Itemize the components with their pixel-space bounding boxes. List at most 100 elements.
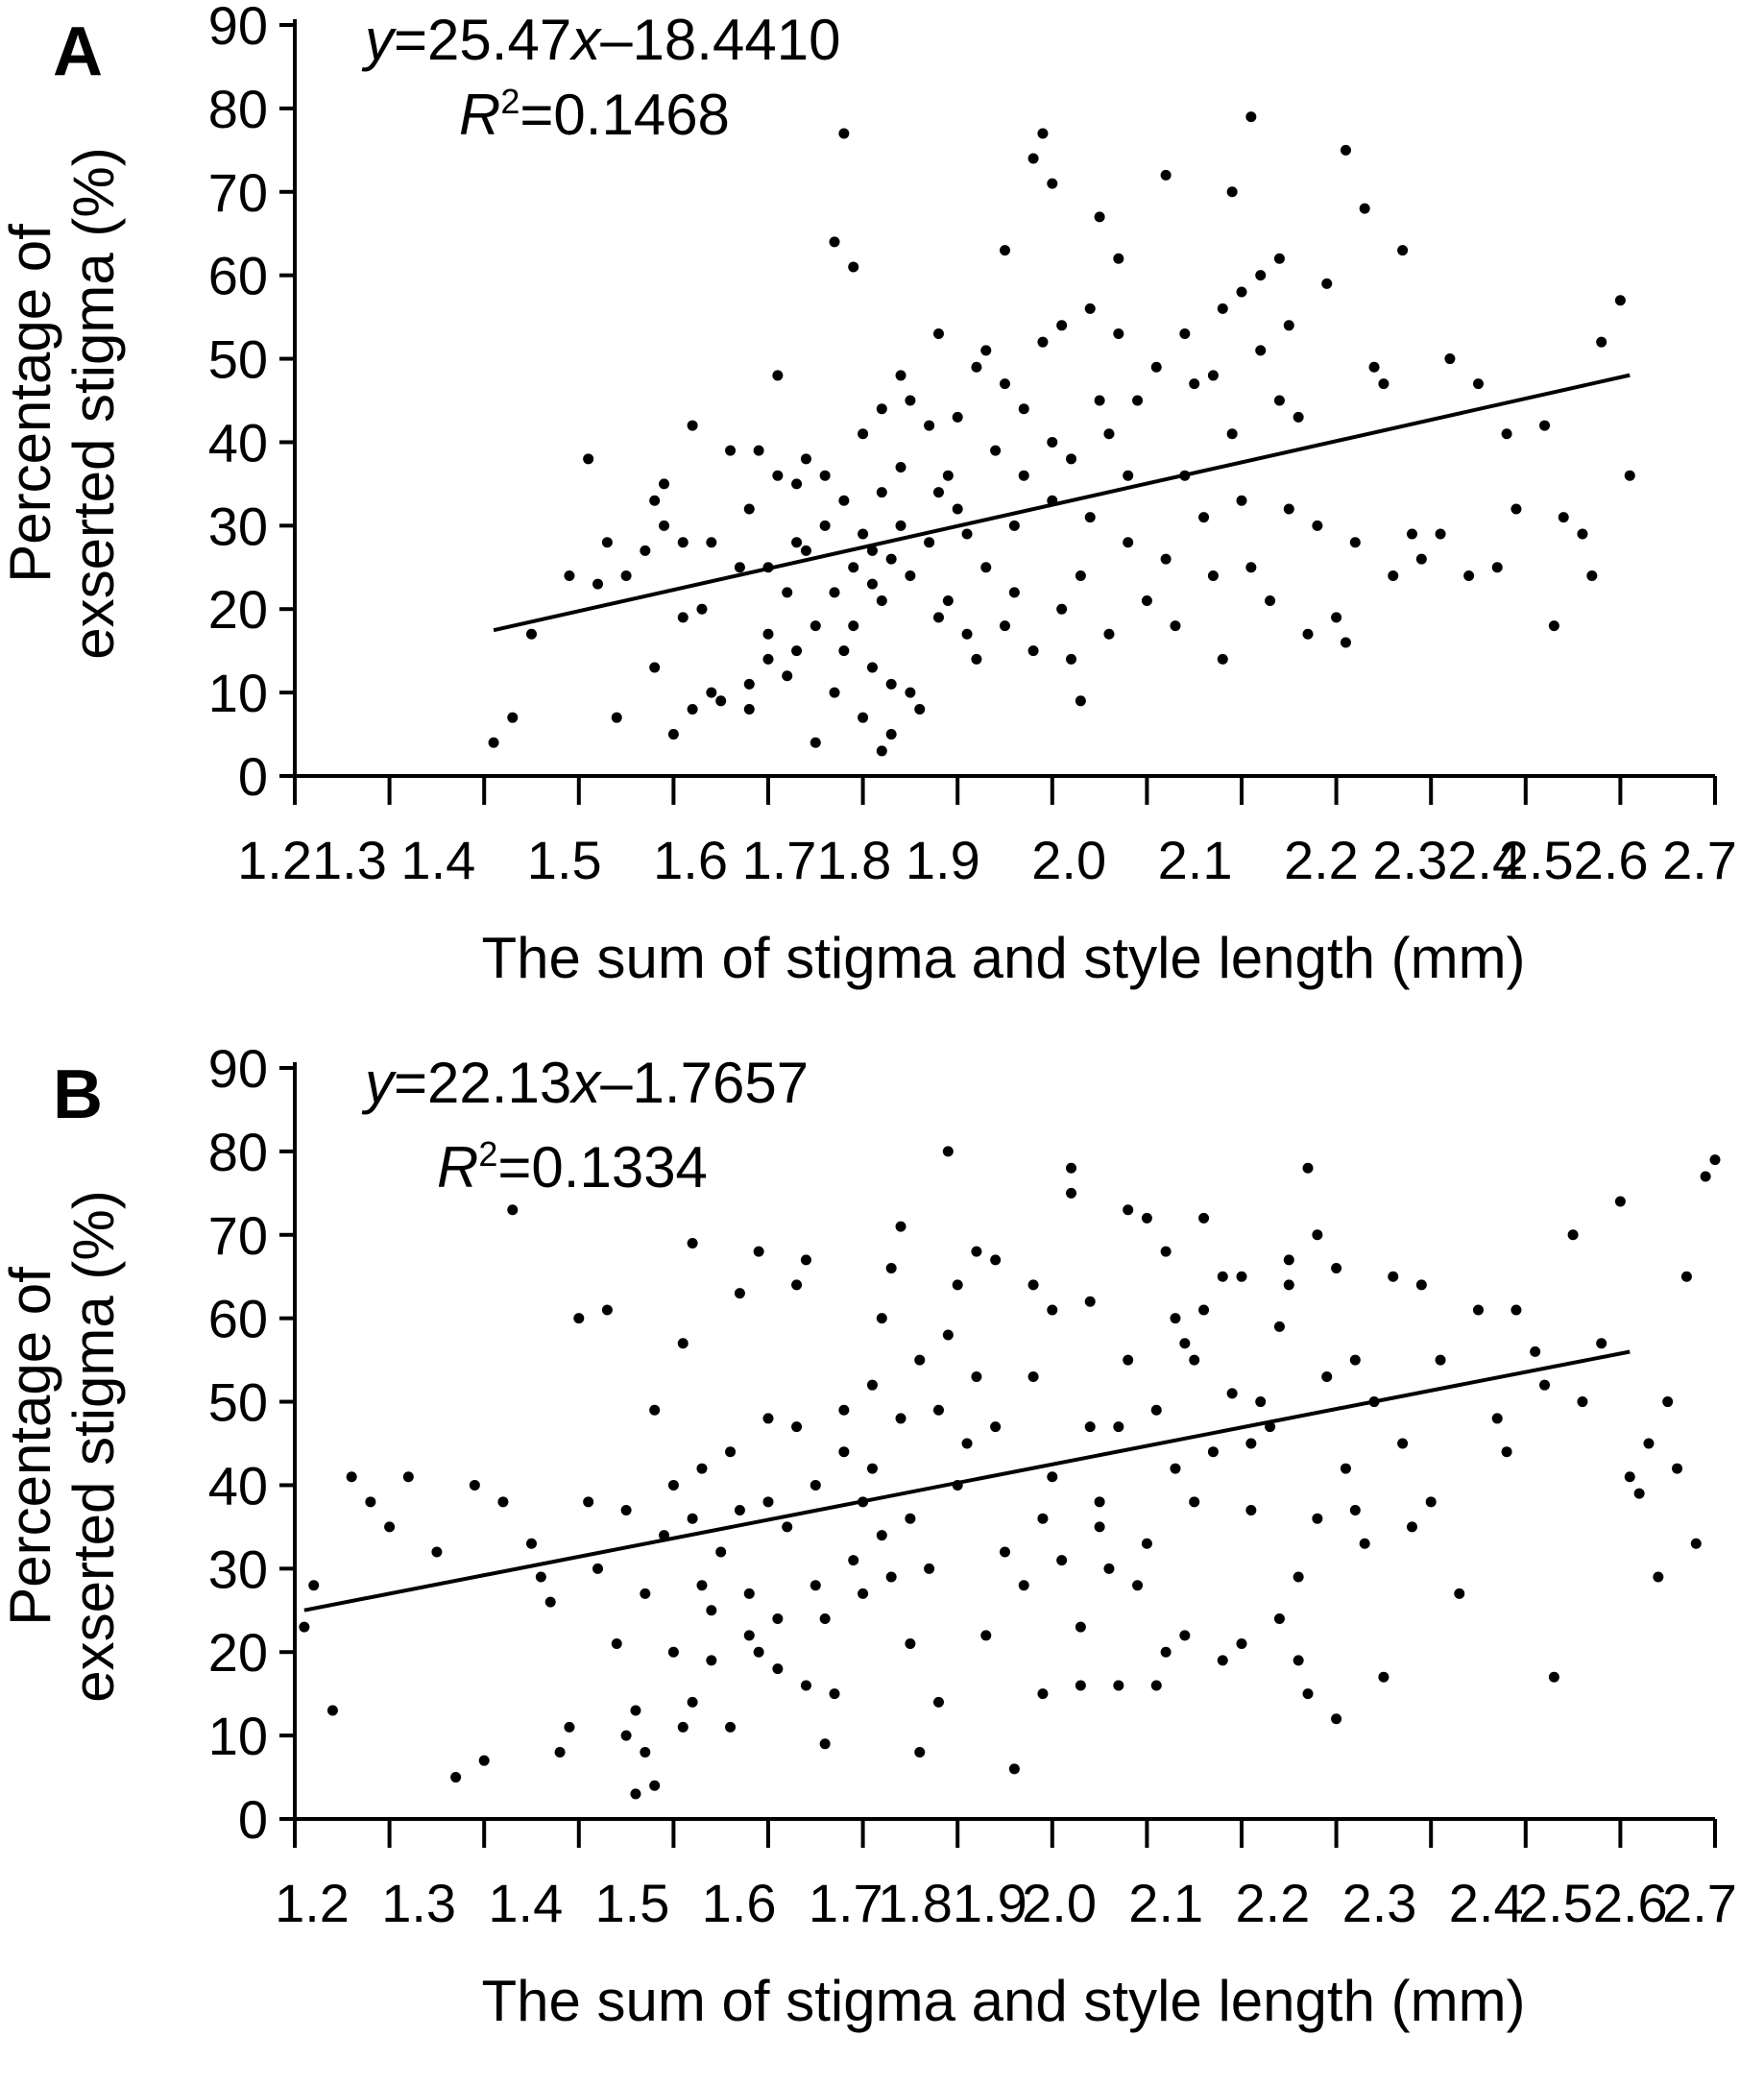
x-tick-label: 1.4: [400, 830, 475, 890]
data-point: [1217, 303, 1228, 314]
data-point: [659, 478, 670, 490]
data-point: [914, 1354, 926, 1366]
data-point: [1473, 378, 1484, 390]
regression-equation: y=22.13x–1.7657: [361, 1051, 809, 1115]
data-point: [640, 545, 651, 556]
data-point: [1160, 1646, 1172, 1658]
data-point: [1245, 562, 1257, 573]
data-point: [810, 1580, 821, 1591]
data-point: [1577, 528, 1588, 540]
data-point: [554, 1746, 566, 1758]
data-point: [497, 1496, 509, 1508]
data-point: [1103, 628, 1115, 640]
x-tick-label: 2.1: [1128, 1873, 1203, 1933]
data-point: [1283, 1254, 1294, 1266]
equation-slope: =25.47: [394, 8, 571, 72]
data-point: [1226, 1388, 1238, 1399]
data-point: [743, 503, 755, 515]
data-point: [1293, 1571, 1304, 1583]
y-tick-label: 70: [208, 1205, 268, 1266]
data-point: [924, 420, 935, 431]
data-point: [1340, 637, 1351, 648]
data-point: [1273, 395, 1285, 406]
data-point: [1198, 512, 1210, 523]
data-point: [753, 1246, 764, 1257]
data-point: [885, 729, 897, 740]
data-point: [1406, 1521, 1417, 1533]
data-point: [1397, 1438, 1409, 1449]
data-point: [677, 537, 689, 548]
data-point: [971, 1370, 982, 1382]
data-point: [706, 687, 717, 698]
y-axis-title-line1: Percentage of: [0, 1267, 62, 1626]
data-point: [1273, 253, 1285, 264]
y-tick-label: 0: [238, 1789, 268, 1850]
data-point: [838, 645, 850, 657]
data-point: [1141, 1538, 1152, 1549]
data-point: [961, 628, 973, 640]
data-point: [1444, 353, 1456, 365]
data-point: [980, 1630, 992, 1641]
data-point: [1614, 295, 1626, 306]
data-point: [1217, 653, 1228, 665]
data-point: [1123, 1354, 1134, 1366]
data-point: [782, 670, 793, 682]
data-point: [1123, 470, 1134, 481]
x-tick-label: 1.21.3: [237, 830, 387, 890]
data-point: [687, 703, 698, 715]
r-squared: R2=0.1468: [459, 82, 730, 147]
x-tick-label: 1.5: [527, 830, 602, 890]
data-point: [450, 1772, 462, 1783]
x-tick-label: 1.3: [381, 1873, 456, 1933]
x-tick-label: 2.3: [1342, 1873, 1417, 1933]
data-point: [1349, 1354, 1361, 1366]
scatter-points: [488, 111, 1635, 757]
data-point: [980, 562, 992, 573]
equation-intercept: –1.7657: [600, 1051, 809, 1115]
data-point: [640, 1588, 651, 1599]
data-point: [942, 1329, 954, 1341]
data-point: [1255, 345, 1267, 356]
data-point: [1567, 1229, 1579, 1241]
data-point: [1539, 1379, 1551, 1391]
data-point: [1435, 1354, 1446, 1366]
data-point: [1653, 1571, 1664, 1583]
data-point: [1236, 495, 1247, 506]
data-point: [924, 537, 935, 548]
data-point: [1236, 1638, 1247, 1650]
data-point: [791, 645, 803, 657]
data-point: [1643, 1438, 1655, 1449]
data-point: [1160, 553, 1172, 565]
data-point: [1160, 1246, 1172, 1257]
data-point: [1132, 395, 1144, 406]
data-point: [1700, 1171, 1711, 1182]
data-point: [478, 1755, 490, 1766]
data-point: [1454, 1588, 1465, 1599]
data-point: [687, 420, 698, 431]
data-point: [1103, 428, 1115, 440]
data-point: [1027, 645, 1039, 657]
data-point: [1633, 1488, 1645, 1499]
data-point: [1037, 336, 1049, 348]
data-point: [1359, 1538, 1370, 1549]
data-point: [1207, 570, 1219, 581]
data-point: [1491, 1413, 1503, 1424]
data-point: [677, 1338, 689, 1349]
y-tick-label: 90: [208, 1043, 268, 1099]
data-point: [895, 370, 906, 381]
data-point: [829, 587, 840, 598]
data-point: [971, 653, 982, 665]
y-tick-label: 80: [208, 79, 268, 139]
data-point: [1255, 270, 1267, 281]
data-point: [1293, 1655, 1304, 1666]
data-point: [667, 1646, 679, 1658]
data-point: [876, 595, 887, 607]
data-point: [876, 403, 887, 415]
data-point: [772, 1663, 784, 1675]
data-point: [1388, 1271, 1399, 1282]
panel-label: B: [53, 1056, 103, 1133]
data-point: [952, 503, 963, 515]
data-point: [544, 1596, 556, 1608]
trendline: [493, 373, 1631, 633]
data-point: [942, 1146, 954, 1157]
